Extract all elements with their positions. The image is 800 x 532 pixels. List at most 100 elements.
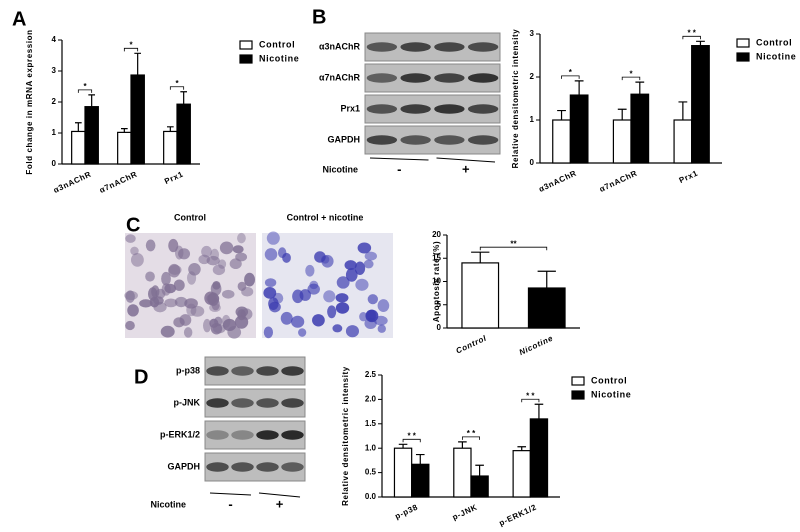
cell: [164, 298, 178, 308]
cell: [160, 325, 175, 338]
bar: [84, 106, 99, 165]
cell: [125, 320, 135, 331]
y-axis-label: Apoptosis rate (%): [432, 241, 441, 322]
error-bar: [475, 464, 484, 477]
significance-bracket: [561, 75, 580, 79]
cell: [232, 245, 244, 254]
cell: [237, 281, 247, 291]
blot-label: GAPDH: [167, 461, 200, 471]
cell: [184, 298, 198, 309]
cell: [263, 326, 274, 339]
y-tick-label: 2.0: [365, 395, 377, 404]
blot-band: [256, 398, 279, 408]
cell: [357, 242, 372, 254]
error-bar: [458, 441, 467, 449]
cell: [201, 245, 212, 258]
blot-band: [281, 398, 304, 408]
bar: [130, 74, 145, 165]
cell: [145, 271, 155, 282]
legend-label: Nicotine: [591, 389, 631, 399]
bar: [529, 418, 549, 498]
blot-band: [366, 42, 398, 52]
cell: [186, 303, 197, 317]
y-tick-label: 4: [52, 35, 57, 44]
blot-band: [467, 104, 499, 114]
error-bar: [88, 94, 96, 107]
x-tick-label: Control: [455, 333, 489, 355]
treatment-level: +: [276, 496, 284, 511]
cell: [307, 283, 320, 295]
x-tick-label: p-ERK1/2: [498, 503, 538, 528]
significance-label: *: [129, 40, 133, 49]
blot-band: [281, 462, 304, 472]
blot-band: [206, 430, 229, 440]
cell: [183, 327, 193, 338]
y-tick-label: 0.5: [365, 468, 377, 477]
y-tick-label: 3: [52, 66, 57, 75]
blot-band: [434, 135, 465, 145]
bar: [470, 475, 489, 498]
blot-band: [281, 366, 304, 376]
blot-band: [256, 366, 279, 376]
cell: [344, 260, 357, 271]
cell: [190, 305, 205, 317]
y-tick-label: 0: [530, 158, 535, 167]
cell: [221, 289, 235, 299]
error-bar: [537, 270, 556, 289]
cell: [314, 251, 326, 263]
y-axis-label: Fold change in mRNA expression: [25, 29, 34, 174]
treatment-level: -: [397, 161, 401, 176]
cell: [291, 315, 305, 328]
cell: [367, 294, 378, 305]
error-bar: [534, 403, 544, 419]
cell: [204, 291, 217, 305]
cell: [222, 318, 237, 332]
blot-band: [281, 430, 304, 440]
micrograph-title: Control + nicotine: [287, 212, 364, 222]
blot-band: [467, 73, 499, 83]
cell: [210, 322, 223, 335]
cell: [345, 325, 359, 338]
cell: [147, 287, 158, 301]
y-axis-label: Relative densitometric intensity: [511, 29, 520, 169]
y-tick-label: 3: [530, 29, 535, 38]
error-bar: [557, 109, 566, 120]
x-tick-label: Nicotine: [518, 334, 555, 358]
cell: [355, 278, 369, 291]
legend-swatch: [239, 40, 253, 50]
significance-bracket: [621, 76, 641, 81]
significance-bracket: [123, 47, 139, 52]
blot-label: α3nAChR: [319, 41, 361, 51]
cell: [173, 317, 185, 328]
significance-bracket: [479, 246, 548, 251]
y-tick-label: 2.5: [365, 370, 377, 379]
cell: [363, 259, 374, 269]
panel-letter: B: [312, 6, 326, 28]
x-tick-label: p-p38: [394, 503, 420, 521]
blot-band: [434, 104, 465, 114]
blot-band: [366, 104, 398, 114]
bar: [117, 131, 132, 165]
bar: [393, 447, 413, 498]
cell: [264, 278, 277, 288]
x-tick-label: α7nAChR: [598, 169, 639, 194]
bar: [512, 450, 531, 498]
error-bar: [134, 52, 142, 76]
y-tick-label: 20: [432, 230, 441, 239]
significance-label: **: [510, 239, 517, 248]
bar: [453, 447, 472, 498]
significance-label: * *: [407, 431, 416, 440]
cell: [280, 311, 293, 325]
bar: [569, 94, 589, 164]
panel-letter: D: [134, 366, 148, 388]
blot-band: [366, 135, 398, 145]
blot-label: α7nAChR: [319, 72, 361, 82]
treatment-level: +: [462, 161, 470, 176]
cell: [210, 282, 222, 296]
cell: [264, 248, 278, 261]
error-bar: [398, 443, 408, 449]
cell: [299, 289, 311, 301]
cell: [198, 254, 210, 265]
cell: [327, 305, 337, 319]
treatment-level: -: [228, 496, 232, 511]
